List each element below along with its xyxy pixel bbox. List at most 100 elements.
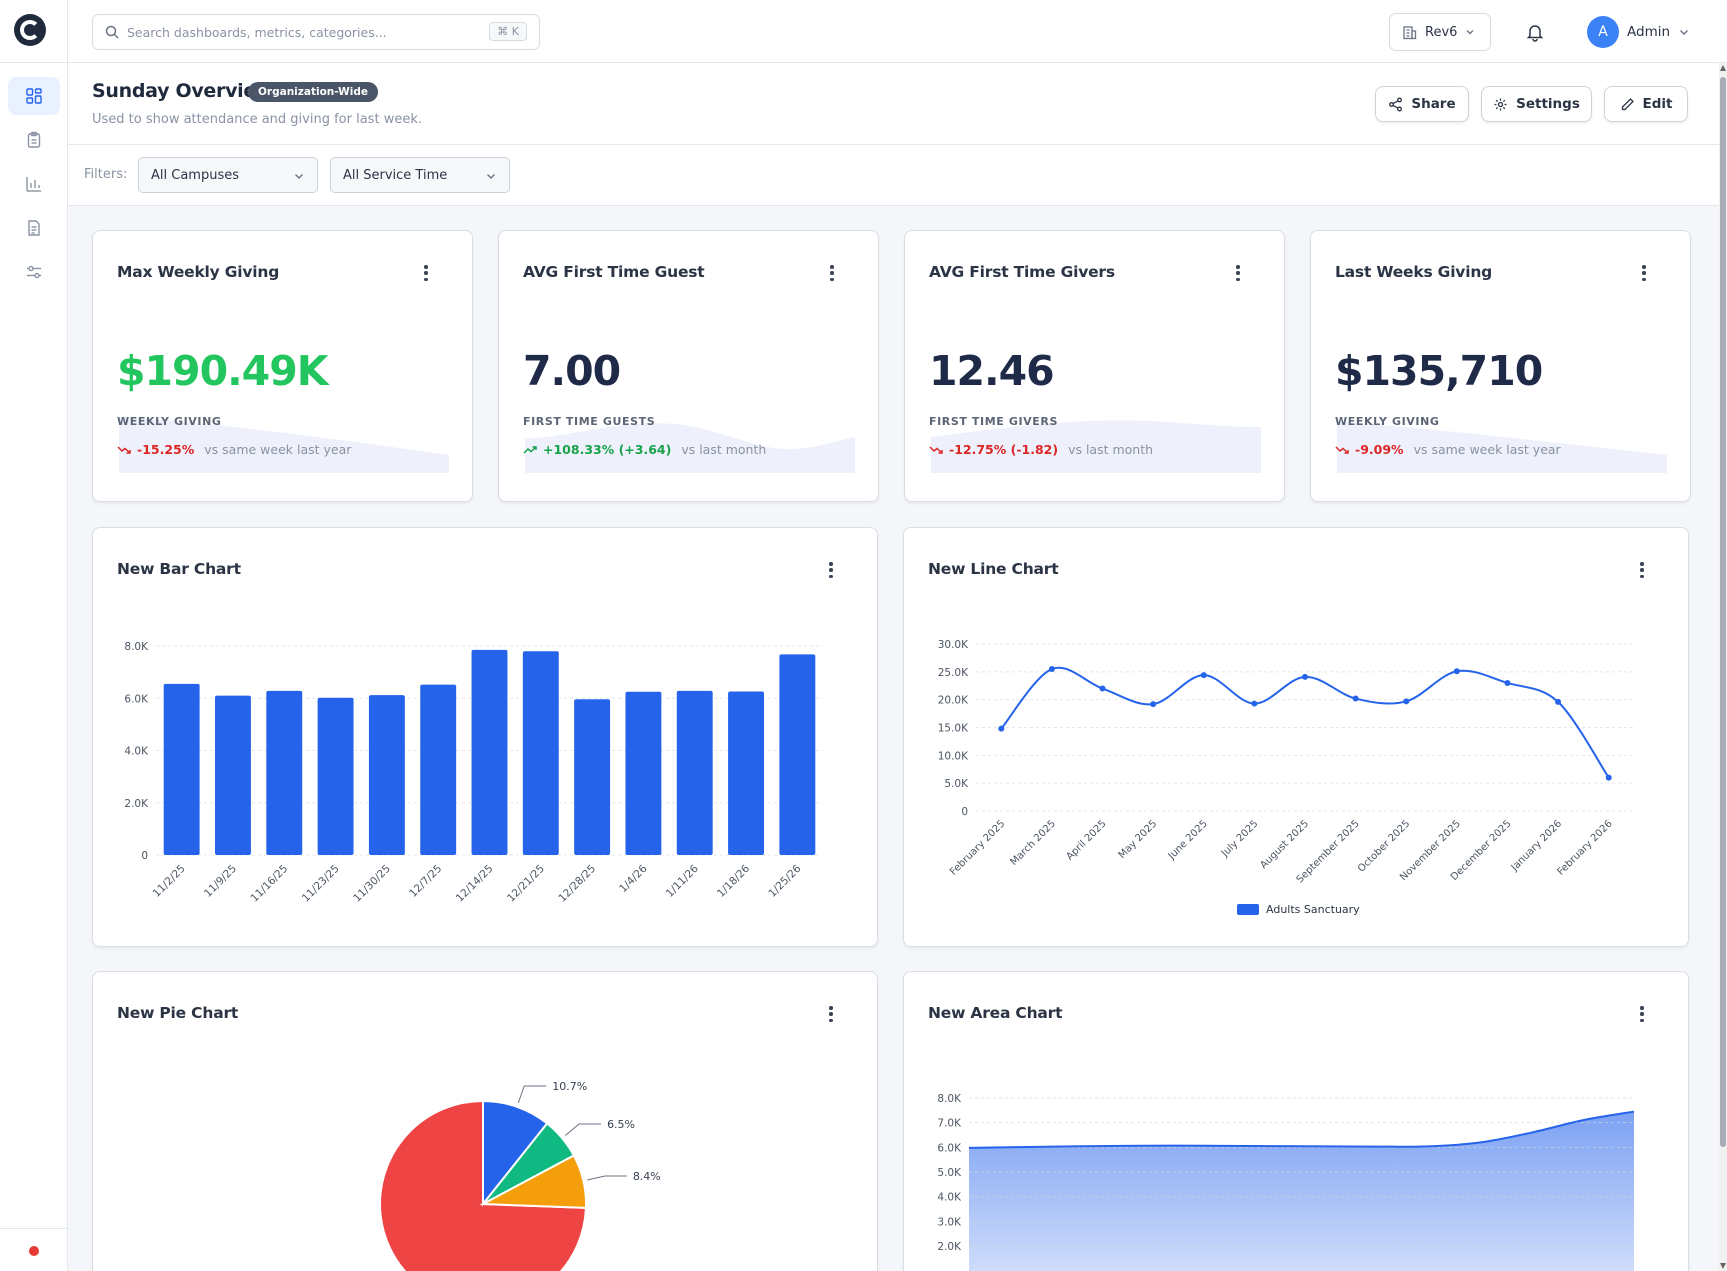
kpi-title: Max Weekly Giving (117, 263, 280, 281)
chart-title: New Line Chart (928, 560, 1059, 578)
pie-label-line (517, 1085, 547, 1104)
card-menu-button[interactable] (829, 562, 833, 578)
x-tick-label: May 2025 (1117, 818, 1160, 861)
clipboard-icon (27, 131, 41, 148)
card-menu-button[interactable] (829, 1006, 833, 1022)
kpi-comparison: vs last month (1068, 442, 1154, 457)
kpi-change-value: -9.09% (1355, 442, 1404, 457)
card-menu-button[interactable] (1640, 1006, 1644, 1022)
kpi-value: 12.46 (929, 347, 1055, 395)
kpi-change-value: -12.75% (-1.82) (949, 442, 1059, 457)
edit-label: Edit (1642, 96, 1673, 112)
bar (368, 695, 405, 855)
sidebar-item-settings[interactable] (8, 253, 60, 291)
kpi-card-max-weekly-giving: Max Weekly Giving $190.49K WEEKLY GIVING… (92, 230, 473, 502)
card-menu-button[interactable] (1236, 265, 1240, 281)
kpi-value: $135,710 (1335, 347, 1543, 395)
scroll-thumb[interactable] (1720, 77, 1726, 1147)
area-line (968, 1110, 1635, 1149)
service-time-filter-select[interactable]: All Service Time (330, 157, 510, 193)
kpi-card-avg-first-time-givers: AVG First Time Givers 12.46 FIRST TIME G… (904, 230, 1285, 502)
y-tick-label: 30.0K (938, 639, 969, 651)
kpi-label: FIRST TIME GUESTS (523, 415, 656, 428)
bar (574, 699, 611, 855)
x-tick-label: February 2026 (1555, 818, 1614, 877)
sidebar-item-dashboards[interactable] (8, 77, 60, 115)
page-scrollbar[interactable] (1719, 63, 1727, 1271)
data-point (1403, 698, 1410, 705)
kpi-label: FIRST TIME GIVERS (929, 415, 1058, 428)
y-tick-label: 8.0K (937, 1093, 962, 1105)
card-menu-button[interactable] (424, 265, 428, 281)
search-icon (105, 25, 119, 39)
kpi-change: -12.75% (-1.82) vs last month (929, 442, 1153, 457)
bar (522, 651, 559, 855)
y-tick-label: 15.0K (938, 723, 969, 735)
top-bar: ⌘ K Rev6 A Admin (68, 0, 1727, 63)
data-point (998, 725, 1005, 732)
user-name: Admin (1627, 24, 1671, 40)
x-tick-label: 12/21/25 (505, 863, 547, 905)
page-title: Sunday Overview (92, 80, 274, 102)
avatar: A (1587, 16, 1619, 48)
card-menu-button[interactable] (1640, 562, 1644, 578)
search-input[interactable] (127, 24, 467, 40)
organization-switcher[interactable]: Rev6 (1389, 13, 1491, 51)
document-icon (28, 220, 40, 236)
pie-label-line (587, 1175, 627, 1181)
sidebar-divider (0, 62, 68, 63)
chart-title: New Area Chart (928, 1004, 1063, 1022)
x-tick-label: February 2025 (948, 818, 1007, 877)
y-tick-label: 20.0K (938, 695, 969, 707)
scroll-up-arrow[interactable] (1720, 65, 1726, 71)
kpi-comparison: vs same week last year (1413, 442, 1561, 457)
share-label: Share (1411, 96, 1456, 112)
data-point (1251, 700, 1258, 707)
x-tick-label: 1/11/26 (664, 862, 701, 899)
kpi-sparkline (525, 423, 855, 473)
building-icon (1403, 25, 1417, 39)
data-point (1504, 679, 1511, 686)
kpi-card-last-weeks-giving: Last Weeks Giving $135,710 WEEKLY GIVING… (1310, 230, 1691, 502)
kpi-comparison: vs same week last year (204, 442, 352, 457)
y-tick-label: 5.0K (944, 778, 969, 790)
kpi-title: AVG First Time Guest (523, 263, 705, 281)
user-menu[interactable]: A Admin (1587, 16, 1690, 48)
campus-filter-select[interactable]: All Campuses (138, 157, 318, 193)
bar (728, 691, 764, 855)
search-box[interactable]: ⌘ K (92, 14, 540, 50)
bar (215, 695, 251, 855)
campus-filter-value: All Campuses (151, 167, 239, 183)
y-tick-label: 5.0K (937, 1167, 962, 1179)
sidebar-item-clipboard[interactable] (8, 121, 60, 159)
x-tick-label: 11/30/25 (351, 863, 393, 905)
card-menu-button[interactable] (1642, 265, 1646, 281)
chevron-down-icon (1466, 30, 1474, 35)
y-tick-label: 0 (141, 850, 148, 862)
kpi-change-value: +108.33% (+3.64) (543, 442, 672, 457)
y-tick-label: 4.0K (124, 746, 149, 758)
app-logo[interactable] (14, 14, 46, 46)
data-point (1099, 685, 1106, 692)
settings-button[interactable]: Settings (1481, 86, 1592, 122)
sidebar-bottom-divider (0, 1228, 68, 1229)
gear-icon (1494, 98, 1507, 110)
kpi-change-value: -15.25% (137, 442, 195, 457)
card-menu-button[interactable] (830, 265, 834, 281)
x-tick-label: 1/4/26 (617, 862, 650, 895)
notifications-button[interactable] (1522, 19, 1548, 45)
bar (317, 697, 354, 855)
kpi-label: WEEKLY GIVING (1335, 415, 1440, 428)
sidebar-item-reports[interactable] (8, 209, 60, 247)
x-tick-label: 12/14/25 (454, 863, 496, 905)
x-tick-label: August 2025 (1258, 818, 1311, 871)
y-tick-label: 10.0K (938, 750, 969, 762)
scroll-down-arrow[interactable] (1720, 1263, 1726, 1269)
y-tick-label: 7.0K (937, 1118, 962, 1130)
share-button[interactable]: Share (1375, 86, 1469, 122)
sidebar-item-charts[interactable] (8, 165, 60, 203)
x-tick-label: 11/23/25 (300, 863, 342, 905)
pie-slice (479, 1154, 587, 1209)
edit-button[interactable]: Edit (1604, 86, 1688, 122)
